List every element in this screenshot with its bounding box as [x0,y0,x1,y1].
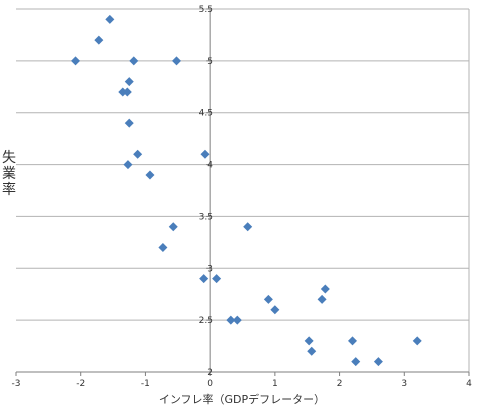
data-point [212,274,222,284]
data-point [145,170,155,180]
data-point [168,222,178,232]
data-point [243,222,253,232]
data-point [94,35,104,45]
data-point [263,294,273,304]
data-point [200,149,210,159]
data-point [123,160,133,170]
point-layer [71,14,422,367]
data-point [129,56,139,66]
y-tick-label: 3.5 [199,212,213,222]
x-axis-title: インフレ率（GDPデフレーター） [159,392,325,406]
data-point [71,56,81,66]
y-axis-title-char: 失 [2,150,16,166]
data-point [351,357,361,367]
data-point [232,315,242,325]
axis-layer [15,8,470,376]
data-point [158,243,168,253]
data-point [133,149,143,159]
data-point [320,284,330,294]
data-point [122,87,132,97]
data-point [124,118,134,128]
y-tick-label: 4.5 [199,109,213,119]
y-tick-label: 2.5 [199,316,213,326]
data-point [412,336,422,346]
x-tick-label: 2 [337,379,343,389]
data-point [373,357,383,367]
x-tick-label: -2 [76,379,85,389]
data-point [171,56,181,66]
grid-layer [16,8,470,373]
data-point [304,336,314,346]
y-axis-title: 失業率 [2,150,16,198]
x-tick-label: 3 [401,379,407,389]
y-tick-label: 3 [207,264,213,274]
x-tick-label: -3 [12,379,21,389]
data-point [307,346,317,356]
y-axis-title-char: 率 [2,181,16,198]
x-tick-label: 1 [272,379,278,389]
y-tick-label: 5 [207,57,213,67]
x-tick-label: -1 [141,379,150,389]
tick-layer: 2 2.5 3 3.5 4 4.5 5 5.5 -3 -2 -1 0 1 2 3 4 [12,5,473,389]
data-point [124,77,134,87]
data-point [226,315,236,325]
y-axis-title-char: 業 [2,166,16,182]
y-tick-label: 5.5 [199,5,213,15]
x-tick-label: 0 [207,379,213,389]
y-tick-label: 4 [207,161,213,171]
data-point [118,87,128,97]
y-tick-label: 2 [207,368,213,378]
data-point [270,305,280,315]
data-point [199,274,209,284]
data-point [348,336,358,346]
data-point [105,14,115,24]
x-tick-label: 4 [466,379,472,389]
data-point [317,294,327,304]
